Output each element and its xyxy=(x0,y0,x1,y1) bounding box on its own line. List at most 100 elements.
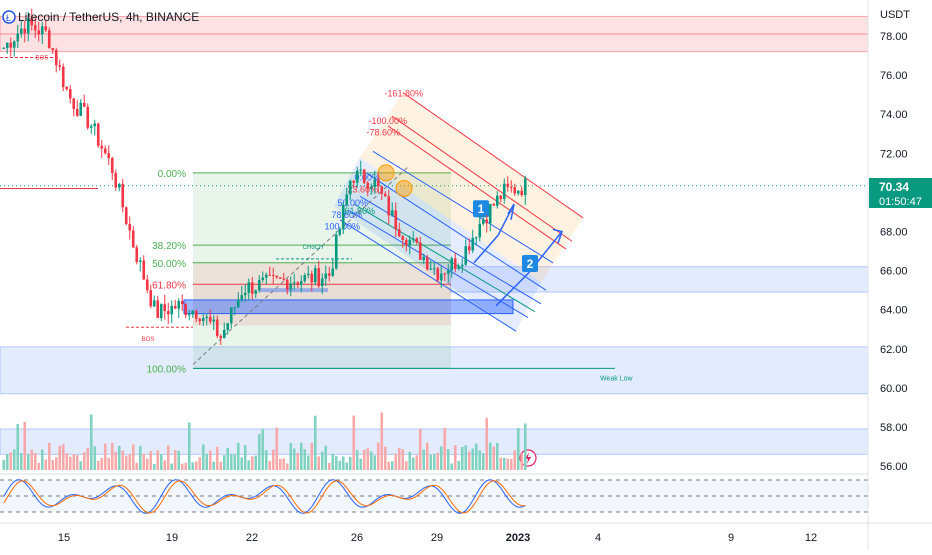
candle-body xyxy=(485,220,488,224)
candle-body xyxy=(205,317,208,318)
volume-bar xyxy=(398,448,401,470)
volume-bar xyxy=(436,453,439,470)
candle-body xyxy=(321,279,324,287)
volume-bar xyxy=(139,446,142,470)
volume-bar xyxy=(433,455,436,470)
candle-body xyxy=(34,25,37,30)
volume-bar xyxy=(188,422,191,470)
stoch-rsi-panel xyxy=(0,474,868,513)
volume-bar xyxy=(153,464,156,470)
volume-bar xyxy=(167,445,170,470)
time-tick: 19 xyxy=(166,532,178,544)
volume-bar xyxy=(426,443,429,470)
volume-bar xyxy=(86,448,89,470)
volume-bar xyxy=(321,452,324,470)
candle-body xyxy=(55,50,58,65)
candle-body xyxy=(118,184,121,187)
volume-bar xyxy=(265,450,268,470)
candle-body xyxy=(265,275,268,278)
price-tick: 56.00 xyxy=(880,461,908,473)
volume-bar xyxy=(524,423,527,470)
volume-bar xyxy=(226,448,229,470)
volume-bar xyxy=(118,446,121,470)
candle-body xyxy=(464,246,467,264)
candle-body xyxy=(394,210,397,229)
candle-body xyxy=(247,282,250,293)
candle-body xyxy=(391,210,394,215)
volume-bar xyxy=(20,453,23,470)
weak-low-label: Weak Low xyxy=(600,375,633,382)
volume-bar xyxy=(520,454,523,470)
price-tick: 64.00 xyxy=(880,305,908,317)
volume-bar xyxy=(352,416,355,470)
volume-bar xyxy=(503,458,506,470)
candle-body xyxy=(184,304,187,315)
candle-body xyxy=(314,268,317,282)
last-price: 70.34 xyxy=(879,180,909,194)
candle-body xyxy=(261,278,264,280)
time-tick: 26 xyxy=(351,532,363,544)
candle-body xyxy=(6,43,9,48)
volume-bar xyxy=(16,424,19,470)
candle-body xyxy=(307,274,310,275)
candle-body xyxy=(93,124,96,127)
volume-bar xyxy=(324,446,327,470)
candle-body xyxy=(482,220,485,224)
volume-bar xyxy=(125,456,128,470)
volume-bar xyxy=(58,446,61,470)
volume-bar xyxy=(328,463,331,470)
demand-zone-volume xyxy=(0,429,868,454)
volume-bar xyxy=(51,460,54,470)
bos-label: BOS xyxy=(36,55,49,61)
candle-body xyxy=(345,195,348,205)
candle-body xyxy=(272,275,275,276)
volume-bar xyxy=(258,434,261,470)
volume-bar xyxy=(205,454,208,470)
volume-bar xyxy=(107,458,110,470)
volume-bar xyxy=(247,460,250,470)
volume-bar xyxy=(499,458,502,470)
volume-bar xyxy=(506,459,509,470)
candle-body xyxy=(48,30,51,48)
volume-bar xyxy=(338,461,341,470)
volume-bar xyxy=(191,462,194,470)
volume-bar xyxy=(345,462,348,470)
volume-bar xyxy=(485,418,488,470)
candle-body xyxy=(468,246,471,250)
candle-body xyxy=(450,258,453,270)
volume-bar xyxy=(72,454,75,470)
volume-bar xyxy=(478,450,481,470)
candle-body xyxy=(328,274,331,276)
volume-bar xyxy=(447,449,450,470)
candle-body xyxy=(72,99,75,109)
volume-bar xyxy=(55,457,58,470)
volume-bar xyxy=(391,461,394,470)
price-tick: 60.00 xyxy=(880,383,908,395)
volume-bar xyxy=(6,454,9,470)
candle-body xyxy=(384,194,387,197)
candle-body xyxy=(352,181,355,183)
time-tick: 15 xyxy=(58,532,70,544)
volume-bar xyxy=(128,454,131,470)
volume-bar xyxy=(23,422,26,470)
volume-bar xyxy=(380,413,383,470)
candle-body xyxy=(132,230,135,247)
volume-bar xyxy=(282,458,285,470)
volume-bar xyxy=(496,443,499,470)
candle-body xyxy=(282,279,285,280)
volume-bar xyxy=(303,449,306,470)
last-price-badge: 70.34 01:50:47 xyxy=(869,178,932,208)
fib-level-label: 0.00% xyxy=(158,169,186,180)
candle-body xyxy=(177,301,180,309)
candle-body xyxy=(517,191,520,194)
volume-bar xyxy=(111,443,114,470)
candle-body xyxy=(58,65,61,67)
candle-body xyxy=(422,257,425,260)
volume-bar xyxy=(517,428,520,470)
volume-bar xyxy=(34,453,37,470)
candle-body xyxy=(363,170,366,183)
candle-body xyxy=(198,319,201,321)
price-tick: 72.00 xyxy=(880,148,908,160)
